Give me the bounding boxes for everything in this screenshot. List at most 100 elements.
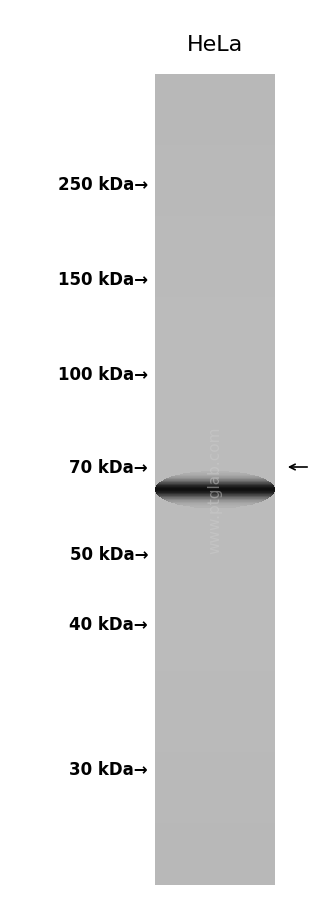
Bar xyxy=(155,672,275,683)
Bar xyxy=(155,732,275,743)
Bar xyxy=(156,493,274,495)
Bar xyxy=(155,85,275,97)
Bar xyxy=(159,496,271,497)
Bar xyxy=(156,486,274,487)
Bar xyxy=(155,197,275,207)
Bar xyxy=(155,492,275,493)
Bar xyxy=(175,475,255,477)
Bar xyxy=(155,803,275,815)
Text: 100 kDa→: 100 kDa→ xyxy=(58,365,148,383)
Bar xyxy=(158,483,272,484)
Bar xyxy=(155,651,275,662)
Bar xyxy=(155,449,275,460)
Text: 150 kDa→: 150 kDa→ xyxy=(58,271,148,289)
Bar xyxy=(155,368,275,380)
Bar xyxy=(169,477,261,479)
Bar xyxy=(155,247,275,258)
Bar xyxy=(155,358,275,369)
Bar xyxy=(201,472,229,473)
Bar xyxy=(155,591,275,602)
Bar xyxy=(155,125,275,136)
Bar xyxy=(155,490,275,492)
Bar xyxy=(173,476,257,477)
Text: www.ptglab.com: www.ptglab.com xyxy=(208,426,222,553)
Text: 50 kDa→: 50 kDa→ xyxy=(70,546,148,564)
Bar xyxy=(155,489,275,490)
Bar xyxy=(155,874,275,885)
Bar xyxy=(155,611,275,622)
Bar xyxy=(186,506,244,507)
Bar xyxy=(155,570,275,582)
Bar xyxy=(158,484,272,485)
Bar xyxy=(155,491,275,492)
Bar xyxy=(155,439,275,450)
Bar xyxy=(155,773,275,784)
Bar xyxy=(183,474,247,475)
Bar xyxy=(155,487,275,488)
Bar xyxy=(155,682,275,693)
Bar xyxy=(163,499,267,500)
Bar xyxy=(194,507,236,508)
Bar xyxy=(155,216,275,227)
Bar xyxy=(173,502,257,503)
Bar xyxy=(155,692,275,703)
Bar xyxy=(155,298,275,308)
Bar xyxy=(156,486,274,488)
Text: 70 kDa→: 70 kDa→ xyxy=(69,458,148,476)
Bar xyxy=(155,510,275,521)
Bar xyxy=(155,95,275,106)
Bar xyxy=(155,490,275,491)
Bar xyxy=(155,783,275,794)
Bar xyxy=(171,502,259,503)
Bar xyxy=(155,488,275,490)
Bar xyxy=(155,490,275,501)
Bar xyxy=(183,505,247,506)
Bar xyxy=(155,530,275,541)
Bar xyxy=(155,399,275,410)
Bar xyxy=(175,503,255,504)
Bar xyxy=(160,497,270,498)
Bar xyxy=(161,481,269,483)
Bar xyxy=(155,156,275,167)
Bar xyxy=(155,560,275,572)
Bar xyxy=(155,135,275,147)
Bar xyxy=(190,473,240,474)
Bar xyxy=(155,488,275,489)
Bar xyxy=(155,207,275,217)
Bar xyxy=(155,520,275,531)
Bar xyxy=(155,236,275,248)
Bar xyxy=(155,723,275,733)
Bar xyxy=(155,793,275,804)
Bar xyxy=(155,742,275,753)
Bar xyxy=(155,459,275,470)
Bar xyxy=(177,475,253,476)
Bar xyxy=(164,499,266,500)
Bar xyxy=(155,480,275,491)
Bar xyxy=(155,166,275,177)
Bar xyxy=(158,495,272,496)
Bar xyxy=(155,641,275,652)
Bar xyxy=(155,409,275,419)
Bar xyxy=(155,550,275,561)
Bar xyxy=(161,498,269,499)
Bar xyxy=(168,501,262,502)
Bar xyxy=(155,814,275,824)
Bar xyxy=(155,500,275,511)
Bar xyxy=(180,474,250,475)
Bar xyxy=(177,504,253,505)
Bar xyxy=(156,492,274,493)
Bar xyxy=(161,482,269,483)
Bar xyxy=(171,477,259,478)
Bar xyxy=(155,288,275,299)
Text: 250 kDa→: 250 kDa→ xyxy=(58,176,148,194)
Bar xyxy=(165,500,265,501)
Bar xyxy=(155,752,275,764)
Bar xyxy=(155,824,275,834)
Bar xyxy=(166,479,264,480)
Bar xyxy=(155,702,275,713)
Bar xyxy=(155,75,275,86)
Bar xyxy=(155,338,275,349)
Bar xyxy=(155,186,275,198)
Bar xyxy=(155,277,275,289)
Bar xyxy=(155,853,275,865)
